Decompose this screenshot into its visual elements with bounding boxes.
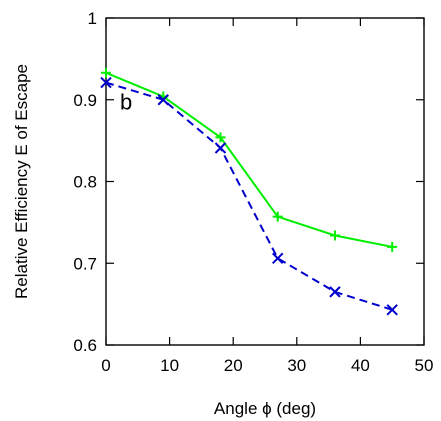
x-marker-b (386, 304, 398, 316)
x-tick-label: 0 (101, 356, 110, 375)
plot-series (100, 67, 398, 316)
series-2-line (105, 81, 393, 311)
y-tick-label: 0.8 (73, 173, 97, 192)
series-1-point (329, 230, 340, 241)
series-1-line (105, 71, 393, 248)
y-tick-label: 0.7 (73, 254, 97, 273)
y-axis-label: Relative Efficiency E of Escape (12, 64, 31, 299)
x-axis-label: Angle ϕ (deg) (214, 399, 316, 418)
plot-frame (105, 17, 425, 346)
x-marker-b (157, 94, 169, 106)
series-2-point (100, 76, 112, 89)
x-tick-label: 40 (351, 356, 370, 375)
x-marker-b (329, 286, 341, 298)
x-tick-label: 20 (224, 356, 243, 375)
series-2-point (157, 94, 169, 106)
series-2-point (386, 304, 398, 316)
x-marker-b (100, 76, 112, 89)
x-tick-label: 30 (287, 356, 306, 375)
y-tick-label: 0.6 (73, 336, 97, 355)
x-marker-b (272, 252, 284, 265)
panel-label: b (120, 90, 132, 115)
series-1-point (272, 211, 283, 222)
series-1-point (101, 67, 111, 78)
series-2-point (214, 142, 227, 154)
labels: 0 10 20 30 40 50 0.6 0.7 0.8 0.9 1 Angle ϕ (deg) Rel… (12, 9, 433, 418)
y-tick-label: 1 (88, 9, 97, 28)
series-2-point (272, 252, 284, 265)
series-1-point (215, 132, 226, 143)
x-marker-b (214, 142, 227, 154)
axes (105, 17, 425, 346)
x-tick-label: 50 (415, 356, 434, 375)
x-tick-label: 10 (160, 356, 179, 375)
y-tick-label: 0.9 (73, 91, 97, 110)
series-1-point (387, 241, 398, 252)
series-2-point (329, 286, 341, 298)
